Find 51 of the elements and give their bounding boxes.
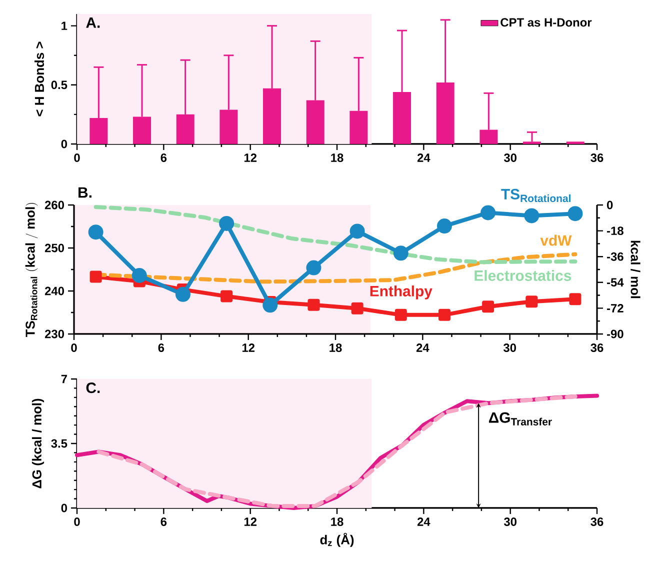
y-tick-label: 0	[61, 504, 67, 512]
x-tick-label: 30	[504, 518, 516, 526]
y-tick-label: 230	[44, 330, 64, 338]
x-tick-label: 12	[242, 344, 255, 352]
x-tick-label: 12	[244, 154, 257, 162]
x-tick-label: 18	[331, 154, 344, 162]
y2-tick-label: -54	[607, 278, 624, 287]
series-label: $\mathbf{TS}_{\mathbf{Rotational}}$	[501, 188, 570, 202]
x-tick-label: 30	[503, 344, 516, 352]
y-tick-label: 0	[61, 140, 67, 148]
x-tick-label: 18	[331, 518, 344, 526]
x-tick-label: 6	[158, 344, 164, 352]
y-tick-label: 0.5	[51, 80, 68, 90]
y-tick-label: 250	[44, 244, 64, 252]
x-tick-label: 36	[590, 154, 604, 162]
y2-tick-label: 0	[607, 200, 613, 210]
x-axis-title: d$_{z}$ (Å)	[320, 532, 354, 547]
annotation: ΔG$_{Transfer}$	[488, 412, 552, 426]
x-tick-label: 18	[330, 344, 342, 352]
chart-title: A.	[86, 18, 100, 28]
x-tick-label: 24	[417, 154, 430, 162]
y2-tick-label: -72	[607, 304, 624, 312]
y-tick-label: 260	[44, 200, 64, 210]
y-axis-title: $\mathbf{TS}_{\mathbf{Rotational}}\ \mathbf{(kcal\ /\ mol)}$	[25, 202, 38, 338]
y-tick-label: 7	[61, 374, 67, 384]
y2-tick-label: -90	[607, 330, 624, 338]
x-tick-label: 36	[590, 344, 604, 352]
series-label: vdW	[540, 234, 572, 246]
y2-tick-label: -18	[607, 226, 624, 236]
x-tick-label: 0	[74, 518, 80, 526]
x-tick-label: 24	[417, 518, 430, 526]
x-tick-label: 12	[244, 518, 257, 526]
y-tick-label: 3.5	[51, 439, 68, 448]
x-tick-label: 0	[74, 154, 80, 162]
y-axis-title: ΔG (kcal / mol)	[32, 398, 44, 488]
x-tick-label: 36	[590, 518, 604, 526]
y-tick-label: 240	[44, 286, 64, 296]
x-tick-label: 24	[416, 344, 430, 352]
x-tick-label: 6	[160, 154, 167, 162]
y-axis-title: < H Bonds >	[34, 42, 44, 116]
legend-label: CPT as H-Donor	[500, 18, 592, 27]
x-tick-label: 6	[160, 518, 167, 526]
y2-tick-label: -36	[607, 252, 624, 261]
x-tick-label: 0	[71, 344, 77, 352]
chart-title: C.	[86, 382, 100, 394]
series-label: Electrostatics	[474, 270, 572, 281]
y-tick-label: 1	[62, 22, 68, 30]
chart-title: B.	[78, 187, 92, 198]
x-tick-label: 30	[504, 154, 516, 162]
series-label: Enthalpy	[370, 285, 432, 300]
y2-axis-title: kcal / mol	[630, 240, 640, 298]
